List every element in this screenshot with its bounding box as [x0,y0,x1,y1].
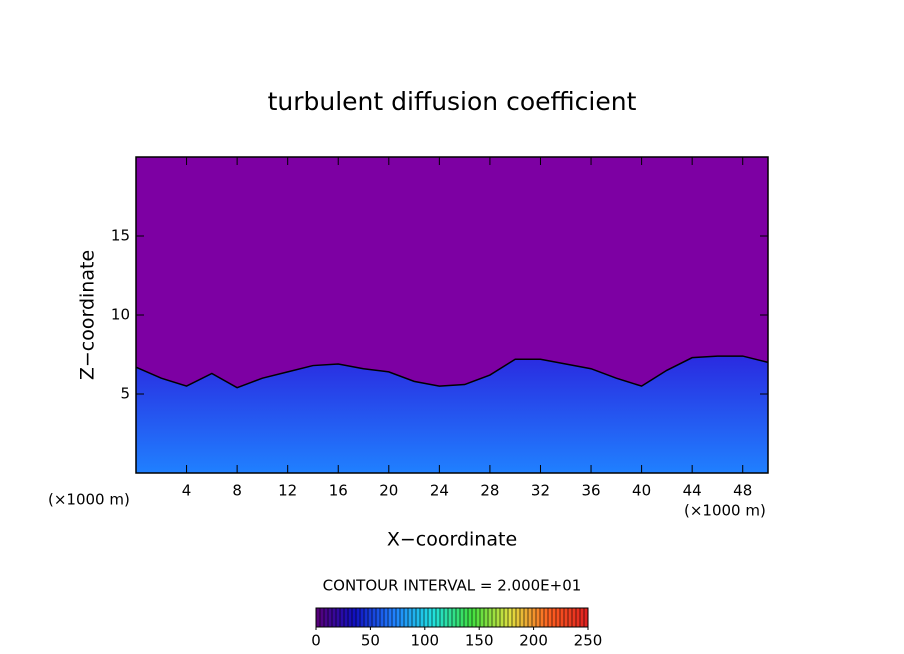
chart-title: turbulent diffusion coefficient [268,87,637,116]
x-unit: (×1000 m) [684,502,766,520]
x-tick-label: 4 [182,482,192,500]
y-tick-label: 5 [120,385,130,403]
colorbar-tick-label: 200 [519,632,548,650]
x-tick-label: 12 [278,482,297,500]
colorbar-tick-label: 250 [574,632,603,650]
y-tick-label: 10 [111,306,130,324]
layer-area [136,356,768,473]
y-unit: (×1000 m) [48,491,130,509]
y-tick-label: 15 [111,227,130,245]
colorbar-tick-label: 0 [311,632,321,650]
colorbar-tick-label: 50 [361,632,380,650]
x-axis-label: X−coordinate [387,529,517,551]
x-tick-label: 44 [683,482,702,500]
y-axis-label: Z−coordinate [77,250,99,380]
x-tick-label: 20 [379,482,398,500]
colorbar-tick-label: 100 [410,632,439,650]
x-tick-label: 36 [581,482,600,500]
x-tick-label: 40 [632,482,651,500]
contour-interval: CONTOUR INTERVAL = 2.000E+01 [323,577,582,595]
x-tick-label: 28 [480,482,499,500]
x-tick-label: 16 [329,482,348,500]
colorbar-tick-label: 150 [465,632,494,650]
x-tick-label: 48 [733,482,752,500]
x-tick-label: 24 [430,482,449,500]
layer-top-line [135,355,769,389]
x-tick-label: 32 [531,482,550,500]
x-tick-label: 8 [232,482,242,500]
